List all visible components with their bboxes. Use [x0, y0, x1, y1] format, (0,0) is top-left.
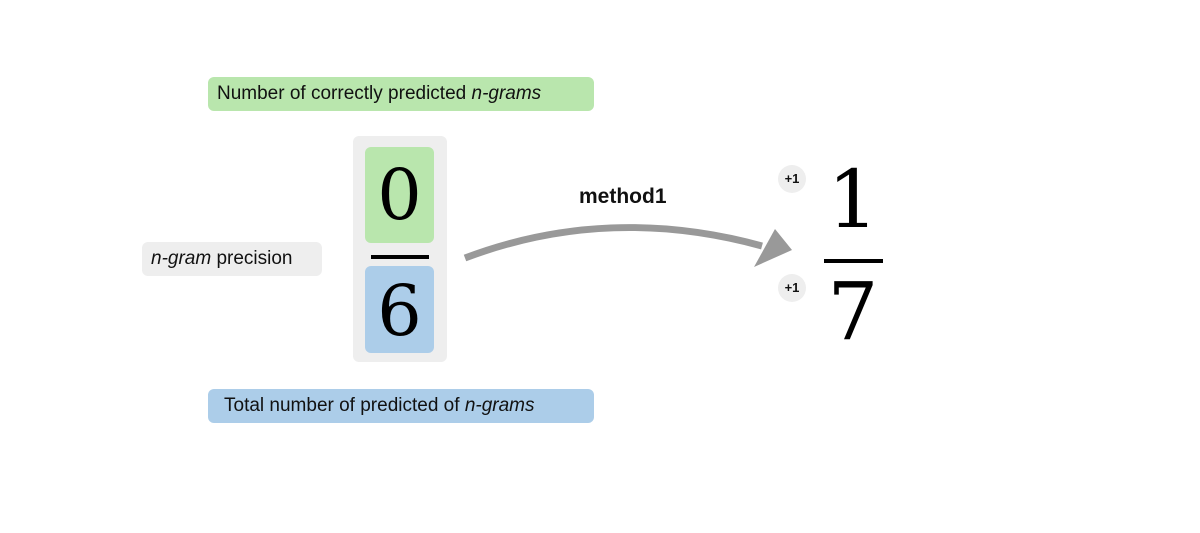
numerator-plus-one-badge: +1 — [778, 165, 806, 193]
correct-ngrams-label: Number of correctly predicted n-grams — [208, 77, 594, 111]
total-ngrams-label-emphasis: n-grams — [464, 395, 535, 416]
original-numerator: 0 — [365, 147, 434, 243]
original-denominator: 6 — [365, 266, 434, 353]
method-arrow-head-icon — [754, 229, 792, 267]
method-label: method1 — [579, 185, 667, 208]
total-ngrams-label: Total number of predicted of n-grams — [208, 389, 594, 423]
original-fraction-bar — [371, 255, 429, 259]
ngram-precision-label-emphasis: n-gram — [151, 248, 212, 269]
correct-ngrams-label-text: Number of correctly predicted — [217, 83, 472, 104]
ngram-precision-label: n-gram precision — [142, 242, 322, 276]
correct-ngrams-label-emphasis: n-grams — [471, 83, 542, 104]
method-arrow-curve — [463, 224, 763, 262]
smoothed-fraction-bar — [824, 259, 883, 263]
smoothed-denominator: 7 — [827, 265, 879, 358]
original-fraction: 0 6 — [353, 136, 447, 362]
denominator-plus-one-badge: +1 — [778, 274, 806, 302]
ngram-precision-label-text: precision — [211, 248, 293, 269]
total-ngrams-label-text: Total number of predicted of — [224, 395, 465, 416]
smoothed-numerator: 1 — [827, 153, 879, 246]
